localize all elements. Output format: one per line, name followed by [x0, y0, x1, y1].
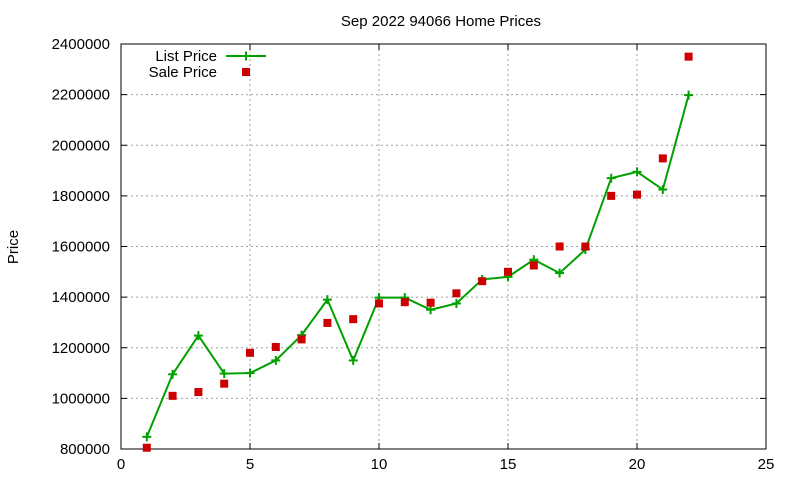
sale-price-point — [349, 315, 358, 324]
sale-price-point — [400, 298, 409, 307]
sale-price-point — [684, 52, 693, 61]
x-tick-label: 20 — [629, 456, 646, 473]
sale-price-point — [478, 277, 487, 286]
y-tick-label: 1000000 — [52, 390, 110, 407]
sale-price-point — [426, 298, 435, 307]
list-price-point — [245, 368, 255, 378]
sale-price-point — [220, 379, 229, 388]
list-price-point — [426, 305, 436, 315]
list-price-point — [193, 331, 203, 341]
x-tick-label: 15 — [500, 456, 517, 473]
sale-price-point — [633, 190, 641, 199]
sale-price-point — [375, 299, 383, 308]
list-price-point — [632, 167, 642, 177]
legend-label-list-price: List Price — [155, 48, 217, 65]
list-price-point — [168, 369, 178, 379]
list-price-point — [219, 369, 229, 379]
sale-price-point — [607, 191, 616, 200]
legend-marker-list-price — [241, 51, 251, 61]
chart-title: Sep 2022 94066 Home Prices — [341, 13, 541, 30]
y-tick-label: 2000000 — [52, 137, 110, 154]
grid — [121, 44, 766, 449]
sale-price-point — [658, 154, 667, 163]
list-price-point — [322, 295, 332, 305]
y-tick-label: 800000 — [60, 441, 110, 458]
x-tick-label: 0 — [117, 456, 125, 473]
sale-price-point — [452, 289, 461, 298]
list-price-line — [145, 94, 690, 438]
y-tick-label: 1800000 — [52, 188, 110, 205]
y-tick-label: 1600000 — [52, 239, 110, 256]
list-price-point — [142, 432, 152, 442]
x-tick-label: 10 — [371, 456, 388, 473]
sale-price-point — [142, 443, 151, 452]
series-layer — [142, 52, 694, 452]
list-price-point — [555, 268, 565, 278]
x-tick-label: 25 — [758, 456, 775, 473]
list-price-point — [271, 355, 281, 365]
sale-price-point — [555, 242, 564, 251]
sale-price-point — [246, 348, 254, 357]
y-tick-label: 1400000 — [52, 289, 110, 306]
y-tick-label: 2200000 — [52, 87, 110, 104]
list-price-point — [606, 173, 616, 183]
sale-price-point — [271, 342, 280, 351]
y-axis-label: Price — [5, 230, 22, 264]
legend-label-sale-price: Sale Price — [149, 64, 217, 81]
sale-price-point — [323, 318, 332, 327]
list-price-point — [451, 298, 461, 308]
y-tick-label: 2400000 — [52, 36, 110, 53]
list-price-point — [658, 185, 668, 195]
x-tick-label: 5 — [246, 456, 254, 473]
sale-price-point — [581, 242, 590, 251]
legend-marker-sale-price — [242, 68, 250, 76]
list-price-point — [348, 355, 358, 365]
list-price-point — [684, 90, 694, 100]
axes: 0 5 10 15 20 25 800000 1000000 1200000 1400000 160… — [52, 36, 775, 473]
sale-price-point — [529, 261, 538, 270]
sale-price-point — [504, 267, 512, 276]
y-tick-label: 1200000 — [52, 340, 110, 357]
sale-price-point — [168, 391, 177, 400]
sale-price-point — [297, 335, 306, 344]
sale-price-point — [194, 388, 203, 397]
